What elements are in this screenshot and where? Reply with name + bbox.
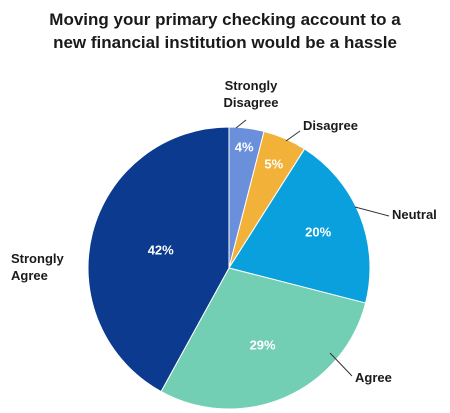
leader-line — [235, 119, 247, 129]
slice-value-label: 42% — [148, 242, 174, 257]
category-label-agree: Agree — [355, 370, 392, 385]
slice-value-label: 20% — [305, 225, 331, 240]
chart-title: Moving your primary checking account to … — [0, 8, 450, 54]
chart-title-line-2: new financial institution would be a has… — [53, 33, 397, 52]
category-label-strongly-agree: Strongly Agree — [11, 251, 64, 283]
slice-value-label: 5% — [264, 156, 283, 171]
pie-slice-agree — [160, 267, 367, 410]
slice-value-label: 4% — [235, 140, 254, 155]
pie-slice-strongly-agree — [87, 126, 230, 393]
category-label-strongly-disagree: Strongly Disagree — [224, 78, 279, 110]
chart-title-line-1: Moving your primary checking account to … — [49, 10, 401, 29]
category-label-neutral: Neutral — [392, 207, 437, 222]
leader-line — [354, 206, 390, 217]
pie-slice-neutral — [228, 148, 371, 304]
slice-value-label: 29% — [250, 338, 276, 353]
leader-line — [329, 352, 353, 377]
category-label-disagree: Disagree — [303, 118, 358, 133]
leader-line — [285, 130, 301, 142]
